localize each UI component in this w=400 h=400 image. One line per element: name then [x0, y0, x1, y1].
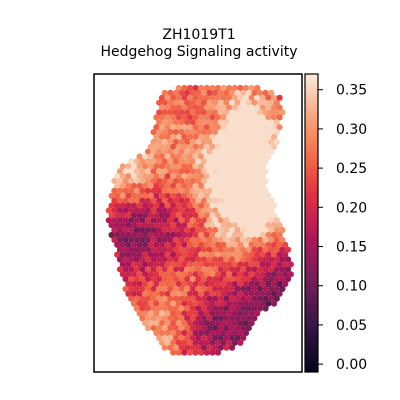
spot	[215, 350, 221, 356]
spot	[162, 345, 168, 351]
colorbar-ticks: 0.00 0.05 0.10 0.15 0.20 0.25 0.30 0.35	[318, 83, 367, 373]
colorbar-tick-label: 0.20	[336, 200, 367, 216]
colorbar-tick-label: 0.15	[336, 240, 367, 256]
spot	[187, 350, 193, 356]
colorbar-tick-label: 0.35	[336, 83, 367, 99]
spot	[170, 350, 176, 356]
spot	[145, 325, 151, 331]
spot	[176, 350, 182, 356]
colorbar-tick-label: 0.10	[336, 279, 367, 295]
spot	[198, 350, 204, 356]
spot	[229, 345, 235, 351]
spots-layer	[106, 85, 294, 356]
colorbar-tick-label: 0.00	[336, 357, 367, 373]
colorbar-tick-label: 0.30	[336, 122, 367, 138]
chart-title-line2: Hedgehog Signaling activity	[100, 44, 297, 60]
spot	[193, 350, 199, 356]
spot	[237, 340, 243, 346]
chart-title-line1: ZH1019T1	[162, 27, 235, 43]
spot	[223, 345, 229, 351]
spot	[181, 350, 187, 356]
spot	[209, 350, 215, 356]
spot	[204, 350, 210, 356]
colorbar-gradient	[305, 74, 318, 372]
colorbar-tick-label: 0.05	[336, 318, 367, 334]
colorbar-tick-label: 0.25	[336, 161, 367, 177]
spot	[263, 305, 269, 311]
spot	[271, 301, 277, 307]
